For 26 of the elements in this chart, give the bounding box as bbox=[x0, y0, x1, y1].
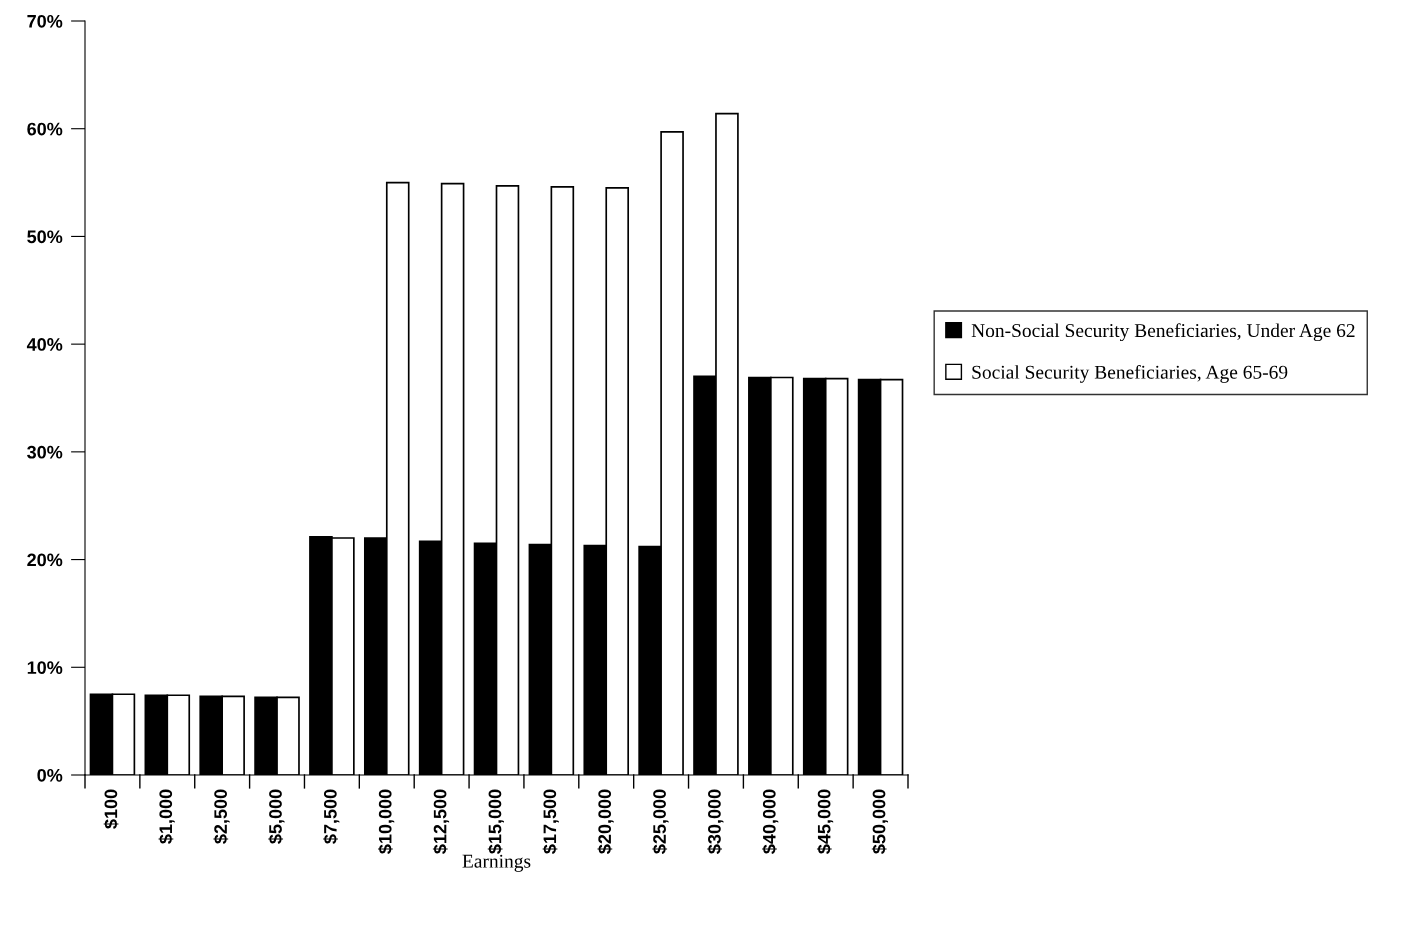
x-tick-label: $10,000 bbox=[378, 789, 395, 854]
y-tick-label: 10% bbox=[27, 661, 63, 675]
x-tick-label: $45,000 bbox=[816, 789, 834, 854]
x-tick-label: $2,500 bbox=[213, 789, 230, 844]
x-axis-title: Earnings bbox=[462, 854, 531, 872]
x-tick-label: $40,000 bbox=[762, 789, 779, 854]
x-tick-label: $12,500 bbox=[432, 789, 450, 854]
x-tick-label: $20,000 bbox=[597, 789, 614, 854]
y-tick-label: 40% bbox=[26, 338, 63, 351]
x-tick-label: $1,000 bbox=[158, 789, 175, 844]
x-tick-label: $100 bbox=[103, 789, 119, 829]
x-tick-label: $7,500 bbox=[323, 789, 340, 844]
y-tick-label: 70% bbox=[27, 14, 63, 28]
legend-label: Non-Social Security Beneficiaries, Under Age 62 bbox=[971, 323, 1355, 342]
x-tick-label: $15,000 bbox=[487, 789, 504, 854]
x-tick-label: $30,000 bbox=[707, 789, 724, 854]
y-tick-label: 50% bbox=[27, 230, 63, 244]
y-tick-label: 0% bbox=[37, 768, 63, 782]
x-tick-label: $25,000 bbox=[652, 789, 669, 854]
y-tick-label: 30% bbox=[27, 445, 63, 459]
y-tick-label: 60% bbox=[27, 122, 63, 136]
x-tick-label: $50,000 bbox=[871, 789, 889, 854]
x-tick-label: $5,000 bbox=[268, 789, 285, 844]
legend-label: Social Security Beneficiaries, Age 65-69 bbox=[972, 364, 1288, 383]
y-tick-label: 20% bbox=[27, 553, 63, 567]
x-tick-label: $17,500 bbox=[542, 789, 559, 854]
